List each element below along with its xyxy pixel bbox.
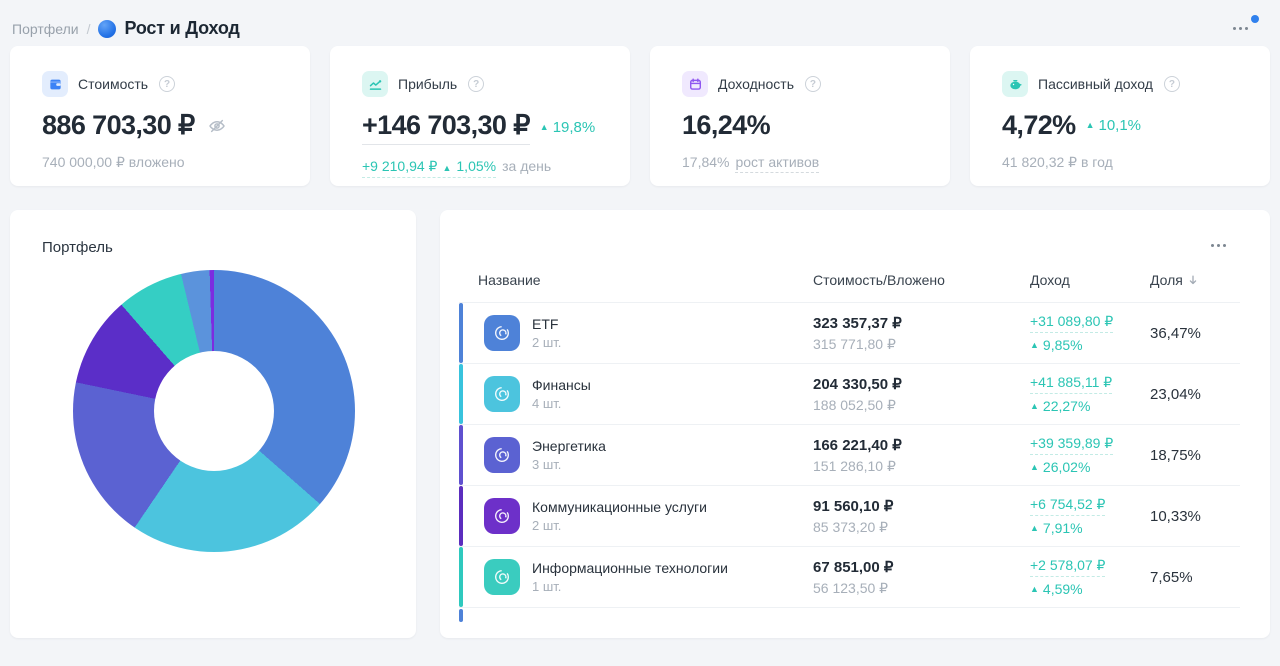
assets-table-card: Название Стоимость/Вложено Доход Доля ET… <box>440 210 1270 638</box>
passive-income-value: 4,72% <box>1002 110 1076 140</box>
piggy-bank-icon <box>1002 71 1028 97</box>
row-accent-bar <box>459 303 463 363</box>
table-more-menu-button[interactable] <box>1209 238 1228 253</box>
page-more-menu-button[interactable] <box>1231 15 1259 36</box>
asset-growth-pct: 17,84% <box>682 154 730 170</box>
category-pie-icon <box>484 559 520 595</box>
invested-subtext: 740 000,00 ₽ вложено <box>42 154 185 170</box>
column-header-value[interactable]: Стоимость/Вложено <box>813 272 945 288</box>
column-header-name[interactable]: Название <box>478 272 541 288</box>
table-row-energy[interactable]: Энергетика 3 шт. 166 221,40 ₽151 286,10 ₽… <box>459 425 1240 486</box>
eye-off-icon[interactable] <box>207 116 227 136</box>
up-triangle-icon: ▲ <box>1085 120 1095 130</box>
chart-icon <box>362 71 388 97</box>
table-row-it[interactable]: Информационные технологии 1 шт. 67 851,00… <box>459 547 1240 608</box>
yield-value: 16,24% <box>682 110 771 140</box>
profit-value[interactable]: +146 703,30 ₽ <box>362 110 530 145</box>
help-icon[interactable]: ? <box>468 76 485 92</box>
notification-dot <box>1251 15 1259 23</box>
portfolio-donut-chart[interactable] <box>73 270 355 552</box>
stat-label: Прибыль <box>398 76 458 92</box>
stat-card-yield: Доходность ? 16,24% 17,84% рост активов <box>650 46 950 186</box>
portfolio-color-dot-icon <box>98 19 117 38</box>
stat-card-profit: Прибыль ? +146 703,30 ₽ ▲ 19,8% +9 210,94… <box>330 46 630 186</box>
calendar-icon <box>682 71 708 97</box>
yearly-income-subtext: 41 820,32 ₽ в год <box>1002 154 1113 170</box>
profit-delta-badge: ▲ 19,8% <box>539 119 596 136</box>
category-pie-icon <box>484 437 520 473</box>
row-accent-bar <box>459 364 463 424</box>
stat-card-value: Стоимость ? 886 703,30 ₽ 740 000,00 ₽ вл… <box>10 46 310 186</box>
stat-label: Доходность <box>718 76 794 92</box>
table-row-finance[interactable]: Финансы 4 шт. 204 330,50 ₽188 052,50 ₽ +4… <box>459 364 1240 425</box>
daily-label: за день <box>502 158 552 174</box>
daily-profit[interactable]: +9 210,94 ₽ ▲ 1,05% <box>362 158 497 178</box>
help-icon[interactable]: ? <box>1163 76 1180 92</box>
breadcrumb: Портфели / Рост и Доход <box>12 18 240 39</box>
table-header-row: Название Стоимость/Вложено Доход Доля <box>459 210 1240 303</box>
column-header-share-sort[interactable]: Доля <box>1150 272 1199 288</box>
total-value: 886 703,30 ₽ <box>42 110 195 140</box>
table-row-communication[interactable]: Коммуникационные услуги 2 шт. 91 560,10 ₽… <box>459 486 1240 547</box>
page-title: Рост и Доход <box>124 18 240 38</box>
table-row-etf[interactable]: ETF 2 шт. 323 357,37 ₽315 771,80 ₽ +31 08… <box>459 303 1240 364</box>
stats-row: Стоимость ? 886 703,30 ₽ 740 000,00 ₽ вл… <box>10 46 1270 186</box>
portfolio-chart-card: Портфель <box>10 210 416 638</box>
category-pie-icon <box>484 376 520 412</box>
clipped-next-row-bar <box>459 609 463 622</box>
category-pie-icon <box>484 315 520 351</box>
help-icon[interactable]: ? <box>804 76 821 92</box>
stat-label: Стоимость <box>78 76 149 92</box>
category-pie-icon <box>484 498 520 534</box>
row-accent-bar <box>459 547 463 607</box>
row-accent-bar <box>459 486 463 546</box>
stat-label: Пассивный доход <box>1038 76 1153 92</box>
column-header-income[interactable]: Доход <box>1030 272 1070 288</box>
top-bar: Портфели / Рост и Доход <box>0 0 1280 44</box>
sort-down-icon <box>1189 275 1197 285</box>
asset-growth-label[interactable]: рост активов <box>735 154 820 173</box>
help-icon[interactable]: ? <box>159 76 176 92</box>
up-triangle-icon: ▲ <box>539 122 549 132</box>
breadcrumb-portfolios-link[interactable]: Портфели <box>12 20 79 37</box>
stat-card-passive-income: Пассивный доход ? 4,72% ▲ 10,1% 41 820,32… <box>970 46 1270 186</box>
wallet-icon <box>42 71 68 97</box>
row-accent-bar <box>459 425 463 485</box>
breadcrumb-separator: / <box>86 20 91 37</box>
passive-income-delta: ▲ 10,1% <box>1085 117 1142 134</box>
up-triangle-icon: ▲ <box>442 163 452 173</box>
chart-title: Портфель <box>42 239 113 256</box>
